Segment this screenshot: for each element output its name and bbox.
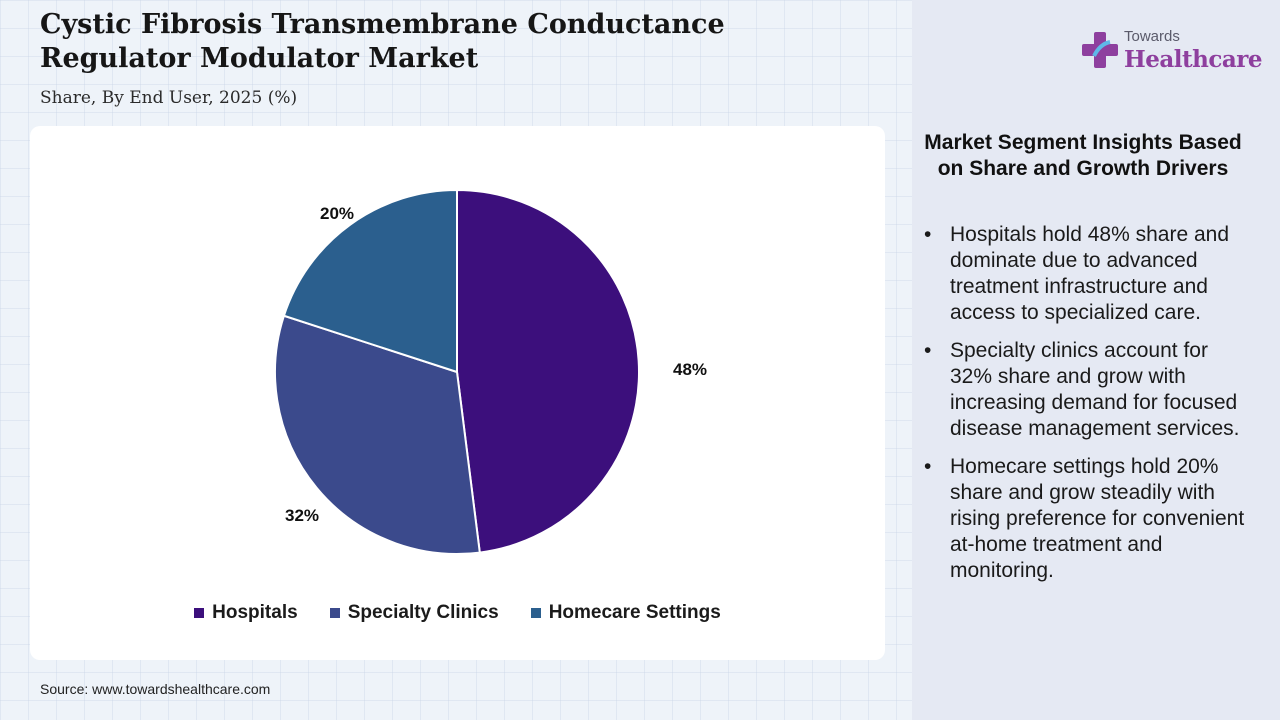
legend-item-homecare-settings: Homecare Settings xyxy=(530,602,721,624)
pie-slice-homecare-settings xyxy=(282,188,458,374)
insight-text: Homecare settings hold 20% share and gro… xyxy=(950,455,1245,582)
insight-text: Hospitals hold 48% share and dominate du… xyxy=(950,223,1230,324)
pie-slice-specialty-clinics xyxy=(274,314,481,555)
logo-text-healthcare: Healthcare xyxy=(1124,46,1263,73)
insights-title: Market Segment Insights Based on Share a… xyxy=(924,131,1242,180)
title-line-1: Cystic Fibrosis Transmembrane Conductanc… xyxy=(40,9,725,40)
bullet-icon: • xyxy=(924,223,932,246)
medical-cross-icon xyxy=(1082,32,1118,68)
insight-item: • Hospitals hold 48% share and dominate d… xyxy=(920,222,1250,326)
brand-logo: Towards Healthcare xyxy=(1080,28,1263,78)
legend-swatch xyxy=(194,608,205,618)
chart-legend: Hospitals Specialty Clinics Homecare Setti… xyxy=(30,602,885,624)
insights-list: • Hospitals hold 48% share and dominate d… xyxy=(920,222,1250,596)
legend-label: Homecare Settings xyxy=(548,602,721,623)
insight-item: • Homecare settings hold 20% share and gr… xyxy=(920,454,1250,584)
title-line-2: Regulator Modulator Market xyxy=(40,43,479,74)
pie-label-specialty-clinics: 32% xyxy=(285,506,320,525)
bullet-icon: • xyxy=(924,455,932,478)
pie-slice-hospitals xyxy=(456,188,640,554)
pie-label-homecare-settings: 20% xyxy=(320,204,355,223)
chart-subtitle: Share, By End User, 2025 (%) xyxy=(40,88,298,108)
source-note: Source: www.towardshealthcare.com xyxy=(40,681,271,697)
page-title: Cystic Fibrosis Transmembrane Conductanc… xyxy=(40,8,725,76)
legend-swatch xyxy=(530,608,541,618)
pie-label-hospitals: 48% xyxy=(673,360,708,379)
legend-item-specialty-clinics: Specialty Clinics xyxy=(329,602,499,624)
legend-label: Hospitals xyxy=(212,602,298,623)
legend-label: Specialty Clinics xyxy=(347,602,499,623)
legend-swatch xyxy=(329,608,340,618)
insight-text: Specialty clinics account for 32% share … xyxy=(950,339,1240,440)
insights-panel xyxy=(912,0,1280,720)
bullet-icon: • xyxy=(924,339,932,362)
chart-card: 48% 32% 20% Hospitals Specialty Clinics Home… xyxy=(30,126,885,660)
pie-chart xyxy=(274,188,640,555)
insight-item: • Specialty clinics account for 32% share… xyxy=(920,338,1250,442)
legend-item-hospitals: Hospitals xyxy=(194,602,298,624)
logo-text-towards: Towards xyxy=(1124,28,1180,45)
